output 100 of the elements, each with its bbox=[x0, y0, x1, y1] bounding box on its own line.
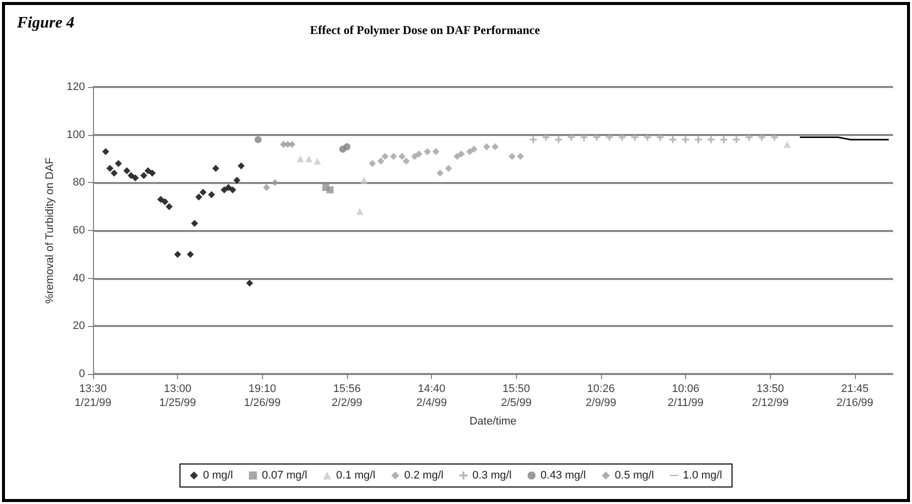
x-tick-label: 15:50 2/5/99 bbox=[500, 383, 532, 409]
point bbox=[694, 136, 702, 144]
point bbox=[377, 158, 384, 165]
point bbox=[720, 136, 728, 144]
point bbox=[382, 152, 389, 160]
point bbox=[326, 186, 334, 194]
chart-title: Effect of Polymer Dose on DAF Performance bbox=[310, 23, 541, 37]
point bbox=[398, 152, 406, 160]
point bbox=[458, 150, 465, 158]
point bbox=[411, 152, 418, 160]
x-tick-label: 13:50 2/12/99 bbox=[752, 383, 789, 409]
point bbox=[445, 164, 452, 172]
point bbox=[140, 172, 148, 179]
point bbox=[191, 220, 198, 227]
point bbox=[368, 160, 376, 168]
point bbox=[466, 148, 474, 156]
point bbox=[360, 176, 368, 184]
x-tick-label: 10:06 2/11/99 bbox=[668, 383, 704, 409]
y-tick-label: 20 bbox=[72, 320, 85, 332]
point bbox=[166, 203, 173, 210]
point bbox=[148, 170, 156, 177]
point bbox=[246, 280, 254, 287]
point bbox=[682, 136, 690, 144]
y-tick-label: 80 bbox=[72, 176, 85, 189]
point bbox=[114, 160, 122, 168]
point bbox=[508, 152, 516, 160]
point bbox=[530, 136, 537, 144]
point bbox=[272, 179, 279, 186]
point bbox=[470, 146, 478, 153]
point bbox=[157, 196, 164, 203]
y-tick-label: 0 bbox=[78, 368, 85, 380]
point bbox=[314, 158, 321, 165]
point bbox=[432, 148, 440, 156]
point bbox=[208, 191, 216, 198]
point bbox=[436, 170, 444, 177]
point bbox=[483, 143, 490, 150]
point bbox=[542, 134, 550, 141]
point bbox=[212, 164, 220, 172]
legend-label: 0 mg/l bbox=[202, 470, 233, 482]
x-tick-label: 19:10 1/26/99 bbox=[244, 383, 281, 409]
point bbox=[110, 170, 118, 177]
point bbox=[343, 143, 350, 150]
point bbox=[123, 167, 130, 174]
point bbox=[644, 134, 651, 141]
point bbox=[555, 136, 562, 144]
point bbox=[669, 136, 676, 144]
point bbox=[195, 194, 202, 201]
point bbox=[144, 167, 152, 174]
x-tick-label: 10:26 2/9/99 bbox=[586, 383, 616, 409]
x-tick-label: 13:30 1/21/99 bbox=[74, 383, 112, 409]
x-tick-label: 21:45 2/16/99 bbox=[836, 383, 874, 409]
legend-label: 0.2 mg/l bbox=[404, 470, 444, 482]
point bbox=[618, 134, 626, 141]
point bbox=[784, 140, 791, 148]
point bbox=[224, 184, 232, 191]
point bbox=[454, 152, 461, 160]
point bbox=[424, 148, 431, 156]
y-tick-label: 100 bbox=[66, 128, 85, 141]
x-tick-label: 15:56 2/2/99 bbox=[332, 383, 362, 409]
point bbox=[186, 250, 194, 258]
point bbox=[517, 152, 524, 160]
point bbox=[580, 134, 588, 141]
point bbox=[296, 155, 304, 162]
legend-label: 0.43 mg/l bbox=[540, 470, 586, 482]
y-tick-label: 40 bbox=[72, 272, 85, 284]
point bbox=[356, 208, 364, 215]
point bbox=[305, 155, 312, 162]
point bbox=[161, 198, 168, 206]
x-tick-label: 14:40 2/4/99 bbox=[416, 383, 447, 409]
x-axis-title: Date/time bbox=[469, 416, 517, 428]
y-tick-label: 120 bbox=[66, 81, 85, 93]
point bbox=[390, 152, 398, 160]
legend-label: 0.3 mg/l bbox=[472, 470, 512, 482]
point bbox=[402, 158, 410, 165]
x-tick-label: 13:00 1/25/99 bbox=[159, 383, 196, 409]
point bbox=[229, 186, 236, 194]
caption: Figure 4 bbox=[16, 14, 74, 32]
point bbox=[102, 148, 110, 156]
point bbox=[238, 162, 245, 170]
point bbox=[106, 164, 114, 172]
point bbox=[233, 176, 240, 184]
point bbox=[128, 172, 135, 179]
point bbox=[415, 150, 422, 158]
point bbox=[220, 186, 228, 194]
point bbox=[746, 134, 753, 141]
point bbox=[200, 188, 207, 196]
point bbox=[707, 136, 714, 144]
point bbox=[263, 184, 270, 191]
legend-label: 0.5 mg/l bbox=[614, 470, 654, 482]
point bbox=[132, 174, 139, 182]
point bbox=[254, 136, 262, 144]
y-axis-title: %removal of Turbidity on DAF bbox=[44, 157, 56, 304]
point bbox=[492, 143, 499, 150]
point bbox=[174, 250, 182, 258]
legend-label: 1.0 mg/l bbox=[682, 470, 722, 482]
legend-label: 0.07 mg/l bbox=[262, 470, 308, 482]
y-tick-label: 60 bbox=[72, 224, 85, 236]
point bbox=[770, 134, 778, 141]
legend-label: 0.1 mg/l bbox=[336, 470, 376, 482]
point bbox=[732, 136, 740, 144]
